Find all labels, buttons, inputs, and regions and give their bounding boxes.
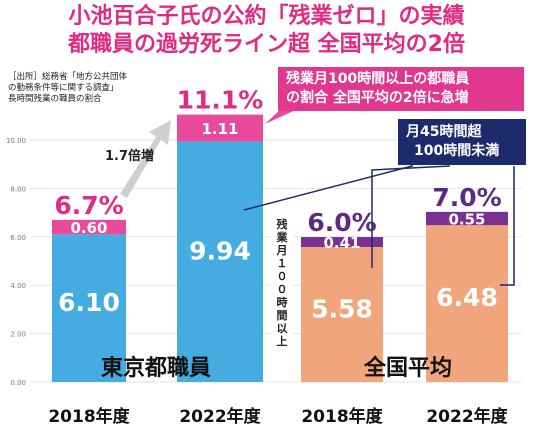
- vertical-char: 残: [276, 218, 288, 231]
- vertical-char: 間: [276, 309, 288, 322]
- callout-pink-line1: 残業月100時間以上の都職員: [286, 71, 470, 87]
- bar-top: [426, 211, 508, 226]
- callout-navy: 月45時間超 100時間未満: [398, 119, 526, 165]
- callout-pink: 残業月100時間以上の都職員 の割合 全国平均の2倍に急増: [278, 67, 524, 111]
- vertical-label: 残 業 月 １ ０ ０ 時 間 以 上: [271, 218, 293, 348]
- bar-total-label: 6.0%: [307, 208, 376, 237]
- y-tick-label: 4.00: [10, 282, 26, 290]
- vertical-char: 業: [276, 231, 288, 244]
- y-tick-label: 6.00: [10, 234, 26, 242]
- bar-top: [52, 219, 126, 235]
- bar-top-label: 0.60: [70, 219, 107, 237]
- callout-navy-line1: 月45時間超: [406, 124, 482, 140]
- bar-top-label: 1.11: [201, 120, 238, 138]
- source-note: ［出所］総務省「地方公共団体 の勤務条件等に関する調査」 長時間残業の職員の割合: [8, 72, 127, 105]
- vertical-char: ０: [276, 283, 288, 296]
- navy-connector-3: [500, 166, 515, 286]
- growth-arrow: [120, 120, 171, 198]
- bar-top: [301, 237, 383, 247]
- bar-base: [52, 234, 126, 382]
- y-tick-label: 0.00: [10, 379, 26, 387]
- vertical-char: ０: [276, 270, 288, 283]
- bar-base: [177, 141, 263, 382]
- callout-pink-pointer: [265, 108, 300, 124]
- y-tick-label: 10.00: [6, 137, 26, 145]
- vertical-char: 上: [276, 335, 288, 348]
- navy-connector-2: [371, 165, 451, 268]
- bar-base-label: 9.94: [189, 237, 251, 266]
- chart-title-line1: 小池百合子氏の公約「残業ゼロ」の実績: [68, 4, 465, 29]
- source-line-2: の勤務条件等に関する調査」: [8, 83, 119, 93]
- bar-top: [177, 114, 263, 142]
- group-label-tokyo: 東京都職員: [101, 355, 211, 381]
- vertical-char: 時: [276, 296, 288, 309]
- x-category-label: 2022年度: [179, 406, 261, 427]
- bar-base-label: 6.48: [436, 283, 498, 312]
- bar-top-label: 0.41: [323, 234, 360, 252]
- group-label-national: 全国平均: [363, 355, 452, 381]
- bar-total-label: 7.0%: [432, 183, 501, 212]
- growth-label: 1.7倍増: [105, 148, 154, 164]
- bar-base-label: 6.10: [58, 288, 120, 317]
- bar-base-label: 5.58: [311, 295, 373, 324]
- bar-total-label: 6.7%: [54, 191, 123, 220]
- x-category-label: 2018年度: [301, 406, 383, 427]
- x-category-label: 2018年度: [48, 406, 130, 427]
- bar-base: [426, 225, 508, 382]
- vertical-char: 月: [276, 244, 288, 257]
- y-tick-label: 2.00: [10, 331, 26, 339]
- bar-total-label: 11.1%: [177, 86, 264, 115]
- source-line-1: ［出所］総務省「地方公共団体: [8, 72, 128, 82]
- callout-navy-line2: 100時間未満: [414, 143, 500, 159]
- bar-base: [301, 246, 383, 382]
- vertical-char: １: [276, 257, 288, 270]
- source-line-3: 長時間残業の職員の割合: [8, 94, 102, 104]
- callout-pink-line2: の割合 全国平均の2倍に急増: [286, 90, 469, 106]
- bar-top-label: 0.55: [448, 211, 485, 229]
- y-tick-label: 8.00: [10, 185, 26, 193]
- vertical-char: 以: [276, 322, 288, 335]
- chart-title-line2: 都職員の過労死ライン超 全国平均の2倍: [68, 32, 465, 57]
- navy-connector-1: [243, 144, 413, 211]
- x-category-label: 2022年度: [426, 406, 508, 427]
